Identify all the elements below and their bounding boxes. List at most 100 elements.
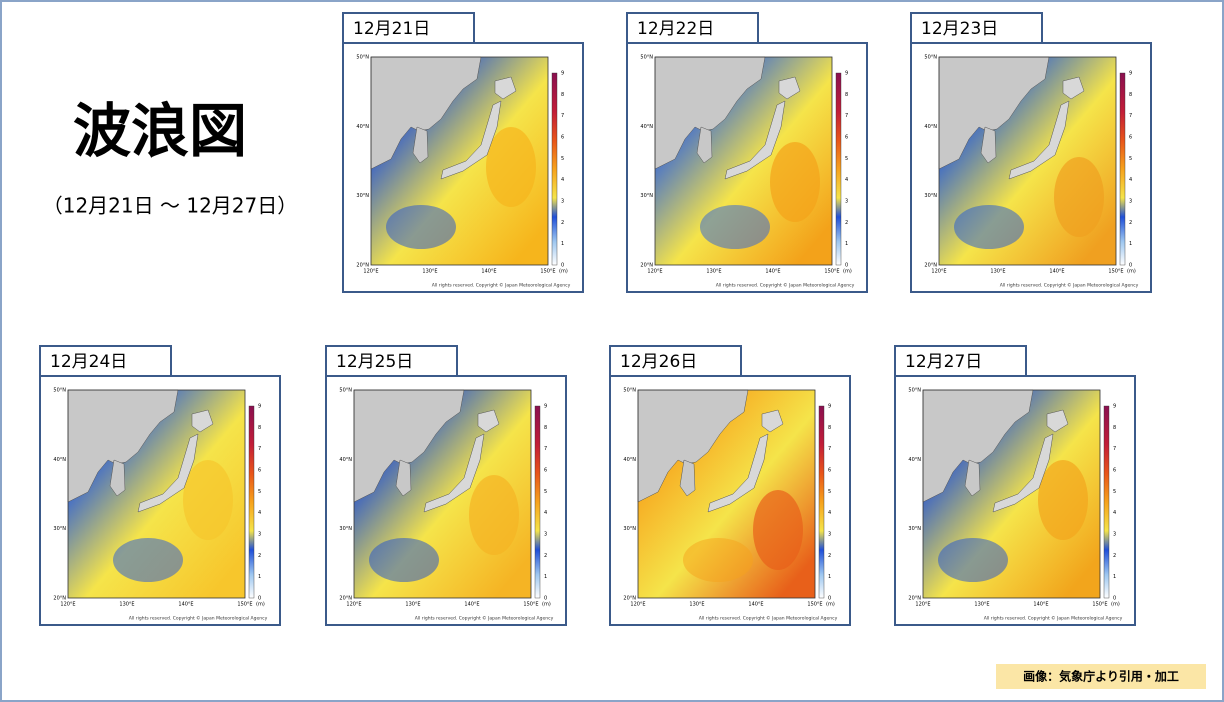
japan [1008, 100, 1070, 180]
color-scale [818, 405, 825, 599]
scale-tick-label: 8 [1129, 92, 1132, 98]
scale-tick-label: 3 [828, 532, 831, 538]
scale-tick-label: 8 [828, 425, 831, 431]
wave-map [353, 389, 532, 599]
scale-tick-label: 2 [1129, 220, 1132, 226]
lat-label: 40°N [53, 457, 66, 463]
date-label: 12月25日 [336, 352, 413, 372]
scale-tick-label: 1 [828, 574, 831, 580]
copyright: All rights reserved. Copyright © Japan M… [432, 282, 571, 289]
scale-tick-label: 8 [561, 92, 564, 98]
wave-map [938, 56, 1117, 266]
wave-area [486, 127, 536, 207]
copyright: All rights reserved. Copyright © Japan M… [984, 615, 1123, 622]
lon-label: 120°E [346, 602, 361, 608]
lat-label: 50°N [924, 55, 937, 61]
scale-tick-label: 2 [1113, 553, 1116, 559]
wave-map [922, 389, 1101, 599]
lat-label: 30°N [339, 526, 352, 532]
scale-tick-label: 6 [1129, 135, 1132, 141]
scale-tick-label: 9 [561, 71, 564, 77]
scale-tick-label: 0 [561, 263, 564, 269]
lon-label: 130°E [990, 269, 1005, 275]
lon-label: 120°E [363, 269, 378, 275]
lat-label: 40°N [908, 457, 921, 463]
scale-tick-label: 2 [561, 220, 564, 226]
title: 波浪図 [73, 97, 247, 165]
wave-area [113, 538, 183, 582]
lat-label: 20°N [908, 596, 921, 602]
scale-tick-label: 3 [544, 532, 547, 538]
wave-area [1054, 157, 1104, 237]
lon-label: 150°E [523, 602, 538, 608]
lat-label: 20°N [356, 263, 369, 269]
lon-label: 130°E [422, 269, 437, 275]
date-label: 12月23日 [921, 19, 998, 39]
scale-tick-label: 5 [1113, 489, 1116, 495]
scale-tick-label: 0 [1129, 263, 1132, 269]
korea [964, 459, 981, 497]
scale-tick-label: 2 [845, 220, 848, 226]
copyright: All rights reserved. Copyright © Japan M… [415, 615, 554, 622]
wave-map [637, 389, 816, 599]
scale-tick-label: 5 [1129, 156, 1132, 162]
lat-label: 40°N [924, 124, 937, 130]
lat-label: 30°N [908, 526, 921, 532]
scale-tick-label: 5 [828, 489, 831, 495]
wave-area [700, 205, 770, 249]
scale-tick-label: 8 [258, 425, 261, 431]
korea [395, 459, 412, 497]
date-tab [910, 12, 1043, 44]
scale-tick-label: 6 [544, 468, 547, 474]
lat-label: 40°N [339, 457, 352, 463]
hokkaido [494, 76, 517, 100]
date-label: 12月24日 [50, 352, 127, 372]
date-tab [894, 345, 1027, 377]
scale-tick-label: 7 [1129, 113, 1132, 119]
scale-unit: (m) [542, 602, 551, 608]
mainland [370, 56, 482, 170]
scale-unit: (m) [256, 602, 265, 608]
scale-tick-label: 5 [561, 156, 564, 162]
hokkaido [778, 76, 801, 100]
korea [109, 459, 126, 497]
scale-tick-label: 2 [258, 553, 261, 559]
japan [707, 433, 769, 513]
lat-label: 40°N [640, 124, 653, 130]
hokkaido [1046, 409, 1069, 433]
mainland [654, 56, 766, 170]
color-scale [248, 405, 255, 599]
lat-label: 30°N [640, 193, 653, 199]
map-frame [922, 389, 1101, 599]
date-tab [39, 345, 172, 377]
japan [137, 433, 199, 513]
scale-tick-label: 6 [1113, 468, 1116, 474]
scale-tick-label: 3 [845, 199, 848, 205]
color-scale [1119, 72, 1126, 266]
korea [679, 459, 696, 497]
scale-tick-label: 8 [544, 425, 547, 431]
lat-label: 30°N [924, 193, 937, 199]
scale-tick-label: 4 [1129, 177, 1132, 183]
date-tab [609, 345, 742, 377]
lon-label: 150°E [237, 602, 252, 608]
mainland [938, 56, 1050, 170]
mainland [353, 389, 465, 503]
scale-tick-label: 0 [845, 263, 848, 269]
date-label: 12月26日 [620, 352, 697, 372]
subtitle: （12月21日 ～ 12月27日） [43, 194, 298, 218]
lon-label: 140°E [481, 269, 496, 275]
scale-tick-label: 4 [258, 510, 261, 516]
scale-tick-label: 1 [544, 574, 547, 580]
scale-unit: (m) [1127, 269, 1136, 275]
lon-label: 120°E [630, 602, 645, 608]
lon-label: 120°E [931, 269, 946, 275]
copyright: All rights reserved. Copyright © Japan M… [699, 615, 838, 622]
scale-tick-label: 6 [561, 135, 564, 141]
date-tab [342, 12, 475, 44]
copyright: All rights reserved. Copyright © Japan M… [716, 282, 855, 289]
lon-label: 140°E [1049, 269, 1064, 275]
